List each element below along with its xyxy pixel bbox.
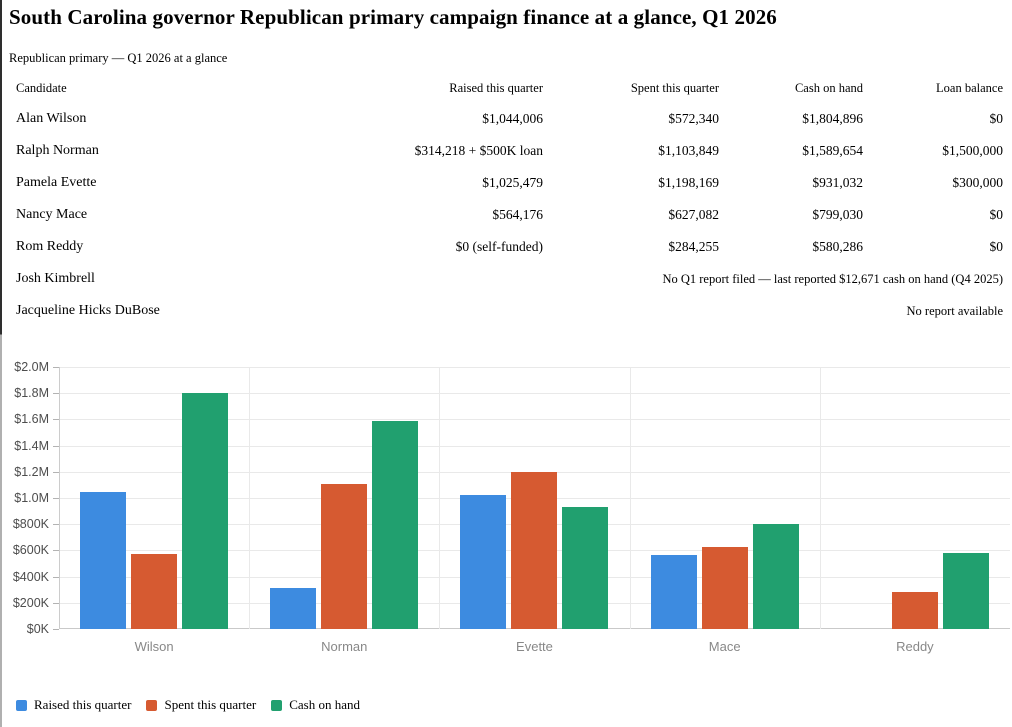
y-tick	[53, 629, 59, 630]
raised-cell: $0 (self-funded)	[455, 239, 543, 254]
x-category-label: Norman	[321, 639, 368, 654]
spent-cell: $284,255	[668, 239, 719, 254]
note-cell: No report available	[906, 304, 1003, 318]
y-axis-label: $1.4M	[14, 438, 49, 453]
legend-item: Spent this quarter	[146, 698, 256, 712]
group-separator	[439, 367, 440, 629]
gridline	[59, 419, 1010, 421]
bar-cash-on-hand	[562, 507, 608, 629]
candidate-name: Josh Kimbrell	[16, 271, 95, 286]
loan-cell: $0	[989, 111, 1004, 126]
cash-cell: $799,030	[812, 207, 863, 222]
gridline	[59, 445, 1010, 447]
raised-cell: $1,025,479	[482, 175, 543, 190]
raised-cell: $314,218 + $500K loan	[414, 143, 543, 158]
column-header: Raised this quarter	[449, 81, 543, 95]
group-separator	[820, 367, 821, 629]
chart-legend: Raised this quarter Spent this quarter Cas…	[16, 698, 360, 712]
candidate-name: Nancy Mace	[16, 207, 88, 222]
legend-swatch	[271, 699, 283, 711]
note-cell: No Q1 report filed — last reported $12,6…	[662, 272, 1003, 286]
y-axis-label: $800K	[12, 517, 49, 532]
y-tick	[53, 471, 59, 473]
legend-swatch	[146, 699, 158, 711]
candidate-name: Rom Reddy	[16, 239, 84, 254]
raised-cell: $1,044,006	[482, 111, 543, 126]
bar-spent-this-quarter	[892, 591, 938, 629]
page-title: South Carolina governor Republican prima…	[9, 5, 777, 29]
legend-item: Raised this quarter	[16, 698, 131, 712]
y-tick	[53, 367, 59, 368]
bar-spent-this-quarter	[702, 546, 748, 629]
bar-raised-this-quarter	[270, 587, 316, 629]
x-category-label: Mace	[708, 639, 741, 654]
y-tick	[53, 445, 59, 447]
bar-raised-this-quarter	[460, 494, 506, 629]
y-axis-line	[59, 367, 60, 629]
group-separator	[249, 367, 250, 629]
y-axis-label: $2.0M	[14, 360, 49, 374]
spent-cell: $627,082	[668, 207, 719, 222]
raised-cell: $564,176	[492, 207, 543, 222]
bar-raised-this-quarter	[651, 555, 697, 629]
window-left-edge	[0, 0, 2, 727]
bar-raised-this-quarter	[80, 492, 126, 629]
finance-table: Candidate Raised this quarter Spent this q…	[0, 73, 1012, 327]
bar-cash-on-hand	[753, 524, 799, 629]
y-axis-label: $1.6M	[14, 412, 49, 427]
loan-cell: $0	[989, 207, 1004, 222]
legend-swatch	[16, 699, 27, 711]
loan-cell: $1,500,000	[942, 143, 1003, 158]
x-category-label: Reddy	[896, 639, 934, 654]
cash-cell: $580,286	[812, 239, 863, 254]
y-tick	[53, 524, 59, 526]
column-header: Cash on hand	[794, 81, 863, 95]
x-category-label: Evette	[516, 639, 553, 654]
bar-cash-on-hand	[372, 420, 418, 629]
spent-cell: $1,198,169	[658, 175, 719, 190]
candidate-name: Alan Wilson	[16, 111, 87, 126]
loan-cell: $0	[989, 239, 1004, 254]
legend-label: Raised this quarter	[34, 697, 132, 712]
legend-item: Cash on hand	[271, 698, 360, 712]
legend-label: Cash on hand	[289, 697, 360, 712]
column-header: Candidate	[16, 81, 67, 95]
bar-spent-this-quarter	[131, 554, 177, 629]
spent-cell: $1,103,849	[658, 143, 719, 158]
cash-cell: $1,804,896	[802, 111, 863, 126]
y-axis-label: $200K	[12, 595, 49, 610]
y-tick	[53, 550, 59, 552]
cash-cell: $1,589,654	[802, 143, 863, 158]
y-tick	[53, 576, 59, 578]
gridline	[59, 393, 1010, 395]
y-tick	[53, 419, 59, 421]
page-subtitle: Republican primary — Q1 2026 at a glance	[9, 51, 228, 65]
cash-cell: $931,032	[812, 175, 863, 190]
y-tick	[53, 498, 59, 499]
candidate-name: Jacqueline Hicks DuBose	[16, 303, 160, 318]
finance-chart-plot-area	[59, 367, 1010, 629]
spent-cell: $572,340	[668, 111, 719, 126]
loan-cell: $300,000	[952, 175, 1003, 190]
candidate-name: Pamela Evette	[16, 175, 97, 190]
gridline	[59, 367, 1010, 368]
legend-label: Spent this quarter	[164, 697, 257, 712]
group-separator	[630, 367, 631, 629]
y-tick	[53, 393, 59, 395]
bar-spent-this-quarter	[511, 472, 557, 629]
y-axis-label: $1.2M	[14, 464, 49, 479]
y-tick	[53, 602, 59, 604]
bar-cash-on-hand	[943, 553, 989, 629]
y-axis-label: $1.8M	[14, 386, 49, 401]
bar-spent-this-quarter	[321, 484, 367, 629]
y-axis-label: $400K	[12, 569, 49, 584]
candidate-name: Ralph Norman	[16, 143, 99, 158]
y-axis-label: $600K	[12, 543, 49, 558]
y-axis-label: $0K	[26, 622, 49, 636]
column-header: Loan balance	[936, 81, 1003, 95]
y-axis-label: $1.0M	[14, 491, 49, 505]
x-category-label: Wilson	[134, 639, 174, 654]
column-header: Spent this quarter	[630, 81, 719, 95]
bar-cash-on-hand	[182, 392, 228, 629]
